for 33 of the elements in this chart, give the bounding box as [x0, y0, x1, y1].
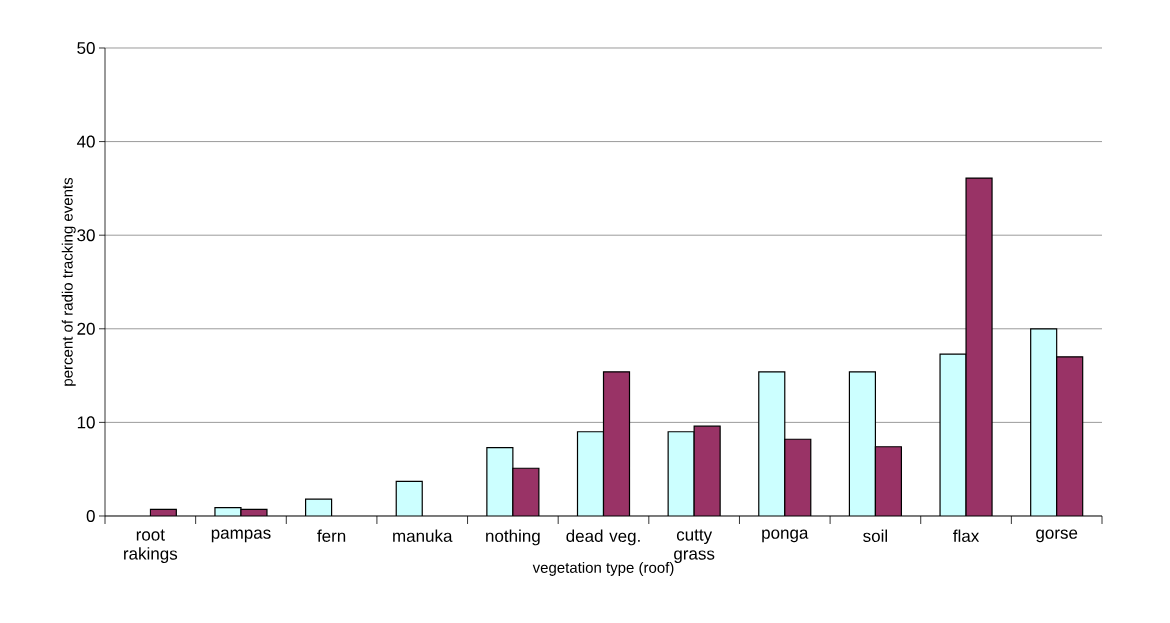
bar	[966, 178, 993, 516]
bar	[1030, 328, 1058, 516]
bar	[875, 446, 902, 516]
x-tick-label: manuka	[393, 529, 453, 543]
bar	[603, 371, 630, 516]
x-tick-label: ponga	[762, 529, 809, 543]
y-tick-label: 20	[77, 322, 95, 335]
bar	[849, 371, 876, 516]
bar	[396, 481, 423, 516]
bar	[668, 431, 695, 516]
y-tick-label: 30	[77, 229, 95, 242]
y-tick-label: 50	[77, 41, 95, 55]
y-tick-label: 10	[77, 416, 95, 429]
bar	[694, 426, 721, 516]
x-axis-title: vegetation type (roof)	[532, 561, 674, 576]
bar	[940, 354, 967, 516]
bar	[784, 439, 811, 516]
x-tick-label: gorse	[1036, 529, 1078, 543]
bar	[1056, 356, 1084, 516]
x-tick-label: soil	[863, 529, 888, 543]
y-axis-title: percent of radio tracking events	[61, 177, 76, 386]
y-tick-label: 40	[76, 135, 95, 148]
x-tick-label: cutty grass	[674, 529, 715, 564]
x-tick-label: root rakings	[124, 529, 178, 564]
x-tick-label: fern	[317, 529, 346, 542]
x-tick-label: pampas	[211, 529, 271, 543]
bar	[577, 431, 604, 516]
x-tick-label: dead veg.	[566, 529, 640, 546]
y-tick-label: 0	[86, 509, 95, 523]
bar	[758, 371, 785, 516]
x-tick-label: flax	[953, 529, 980, 543]
bar	[486, 447, 513, 516]
x-tick-label: nothing	[486, 529, 540, 546]
